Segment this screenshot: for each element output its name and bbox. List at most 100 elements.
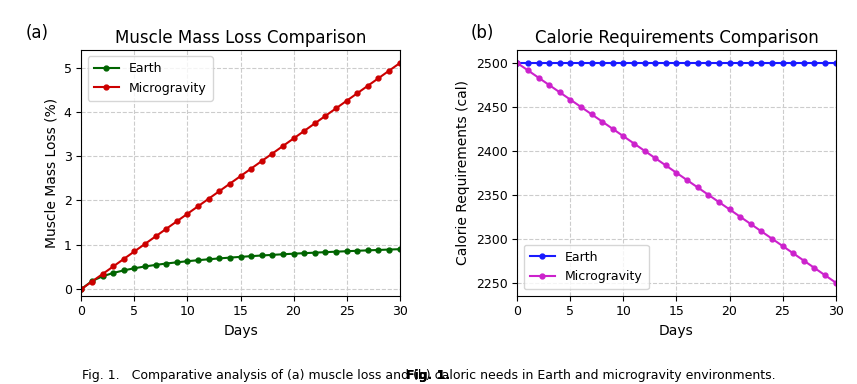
- Earth: [576, 61, 586, 65]
- Line: Microgravity: Microgravity: [515, 61, 838, 285]
- Text: Fig. 1.   Comparative analysis of (a) muscle loss and (b) caloric needs in Earth: Fig. 1. Comparative analysis of (a) musc…: [81, 369, 776, 382]
- Microgravity: [246, 166, 256, 171]
- Microgravity: [576, 105, 586, 109]
- Text: Fig. 1.: Fig. 1.: [406, 369, 451, 382]
- Earth: [309, 250, 320, 255]
- Earth: [98, 274, 108, 278]
- Earth: [225, 255, 235, 260]
- Microgravity: [639, 149, 650, 153]
- Earth: [108, 271, 118, 275]
- Text: (b): (b): [470, 24, 494, 42]
- Earth: [331, 249, 341, 254]
- Earth: [394, 247, 405, 252]
- Earth: [321, 250, 331, 255]
- Earth: [374, 248, 384, 252]
- Text: (a): (a): [26, 24, 49, 42]
- Microgravity: [767, 236, 777, 241]
- Earth: [735, 61, 746, 65]
- Earth: [119, 268, 129, 273]
- Earth: [183, 259, 193, 263]
- Line: Earth: Earth: [515, 61, 838, 66]
- Microgravity: [788, 251, 798, 256]
- Microgravity: [629, 141, 639, 146]
- Microgravity: [523, 68, 533, 73]
- X-axis label: Days: Days: [223, 324, 258, 338]
- Earth: [299, 251, 309, 255]
- Microgravity: [724, 207, 734, 212]
- Earth: [267, 253, 278, 257]
- Microgravity: [682, 178, 692, 182]
- Earth: [256, 253, 267, 258]
- Earth: [554, 61, 565, 65]
- Microgravity: [746, 222, 756, 226]
- Earth: [171, 260, 182, 265]
- Microgravity: [352, 91, 363, 96]
- Earth: [661, 61, 671, 65]
- Line: Earth: Earth: [79, 247, 402, 291]
- Earth: [246, 254, 256, 258]
- Microgravity: [108, 264, 118, 269]
- Earth: [566, 61, 576, 65]
- Earth: [809, 61, 819, 65]
- Line: Microgravity: Microgravity: [79, 61, 402, 291]
- Earth: [140, 264, 150, 269]
- Y-axis label: Calorie Requirements (cal): Calorie Requirements (cal): [456, 80, 470, 265]
- Microgravity: [533, 75, 543, 80]
- Microgravity: [586, 112, 596, 117]
- Microgravity: [363, 83, 373, 88]
- Microgravity: [267, 151, 278, 156]
- Microgravity: [225, 181, 235, 186]
- Microgravity: [98, 271, 108, 276]
- Microgravity: [692, 185, 703, 190]
- Microgravity: [76, 287, 87, 291]
- Microgravity: [321, 114, 331, 118]
- Microgravity: [544, 83, 554, 87]
- Earth: [289, 252, 299, 256]
- Earth: [692, 61, 703, 65]
- Microgravity: [289, 136, 299, 141]
- Earth: [724, 61, 734, 65]
- Earth: [214, 256, 225, 261]
- Earth: [746, 61, 756, 65]
- Earth: [799, 61, 809, 65]
- Microgravity: [394, 61, 405, 66]
- Earth: [756, 61, 766, 65]
- Earth: [820, 61, 830, 65]
- Microgravity: [830, 280, 841, 285]
- Earth: [639, 61, 650, 65]
- Microgravity: [566, 98, 576, 102]
- Earth: [352, 248, 363, 253]
- Microgravity: [384, 68, 394, 73]
- Earth: [650, 61, 661, 65]
- Microgravity: [374, 76, 384, 81]
- Legend: Earth, Microgravity: Earth, Microgravity: [87, 56, 213, 101]
- Microgravity: [299, 129, 309, 133]
- Earth: [523, 61, 533, 65]
- Microgravity: [236, 174, 246, 179]
- Earth: [544, 61, 554, 65]
- Earth: [341, 249, 351, 253]
- Earth: [363, 248, 373, 253]
- Earth: [608, 61, 618, 65]
- Microgravity: [256, 159, 267, 163]
- Earth: [129, 266, 140, 271]
- Microgravity: [278, 144, 288, 148]
- Earth: [788, 61, 798, 65]
- Microgravity: [756, 229, 766, 233]
- Microgravity: [341, 99, 351, 103]
- Microgravity: [151, 234, 161, 238]
- Earth: [204, 257, 214, 262]
- Microgravity: [129, 249, 140, 254]
- Earth: [384, 247, 394, 252]
- Earth: [597, 61, 608, 65]
- X-axis label: Days: Days: [659, 324, 694, 338]
- Microgravity: [809, 266, 819, 270]
- Microgravity: [309, 121, 320, 126]
- Earth: [161, 261, 171, 266]
- Microgravity: [799, 258, 809, 263]
- Microgravity: [140, 242, 150, 246]
- Text: Fig. 1.: Fig. 1.: [406, 369, 451, 382]
- Earth: [682, 61, 692, 65]
- Earth: [533, 61, 543, 65]
- Y-axis label: Muscle Mass Loss (%): Muscle Mass Loss (%): [45, 98, 58, 248]
